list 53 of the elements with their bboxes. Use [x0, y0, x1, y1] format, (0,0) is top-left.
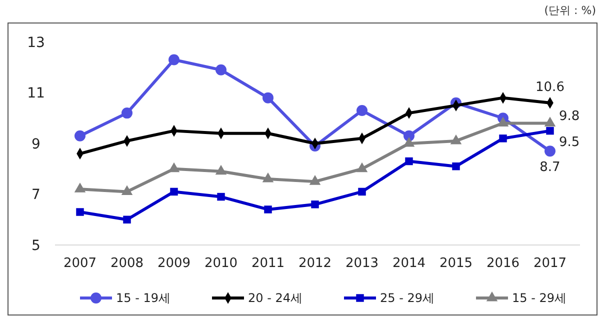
point [356, 105, 368, 116]
x-tick-label: 2010 [204, 256, 238, 271]
x-tick-label: 2007 [63, 256, 97, 271]
x-tick-label: 2012 [298, 256, 332, 271]
x-tick-label: 2015 [439, 256, 473, 271]
x-tick-label: 2008 [110, 256, 144, 271]
point [499, 134, 507, 142]
point [217, 192, 225, 201]
y-tick-label: 7 [32, 187, 40, 204]
point [74, 182, 86, 192]
point [452, 162, 460, 170]
data-label: 8.7 [540, 160, 560, 176]
point [311, 200, 319, 208]
point [356, 162, 368, 172]
x-tick-label: 2011 [251, 256, 285, 271]
point [358, 188, 366, 196]
legend-label: 15 - 19세 [116, 291, 170, 306]
x-tick-label: 2009 [157, 256, 191, 271]
point [121, 185, 133, 195]
point [497, 116, 509, 126]
legend-label: 20 - 24세 [248, 291, 302, 306]
point [123, 216, 131, 224]
x-tick-label: 2014 [392, 256, 426, 271]
point [216, 64, 226, 76]
point [170, 188, 178, 196]
point [168, 54, 180, 66]
legend-label: 25 - 29세 [380, 291, 434, 306]
point [76, 208, 84, 216]
legend-label: 15 - 29세 [512, 291, 566, 306]
text: (단위 : %) [544, 4, 596, 17]
y-tick-label: 9 [32, 136, 40, 152]
point [309, 175, 321, 185]
point [74, 130, 86, 142]
point [122, 108, 132, 119]
x-tick-label: 2017 [533, 256, 567, 271]
point [546, 126, 554, 135]
y-tick-label: 11 [27, 86, 45, 102]
point [450, 134, 462, 144]
data-label: 9.5 [559, 134, 580, 150]
point [403, 136, 415, 147]
point [544, 116, 556, 126]
x-tick-label: 2013 [345, 256, 379, 271]
y-tick-label: 13 [27, 34, 45, 51]
point [264, 206, 272, 214]
x-tick-label: 2016 [486, 256, 520, 271]
point [262, 92, 274, 104]
point [405, 157, 413, 166]
point [544, 146, 556, 157]
data-label: 9.8 [559, 109, 580, 124]
y-tick-label: 5 [32, 238, 40, 254]
data-label: 10.6 [536, 80, 564, 95]
point [215, 164, 227, 175]
point [262, 172, 274, 182]
